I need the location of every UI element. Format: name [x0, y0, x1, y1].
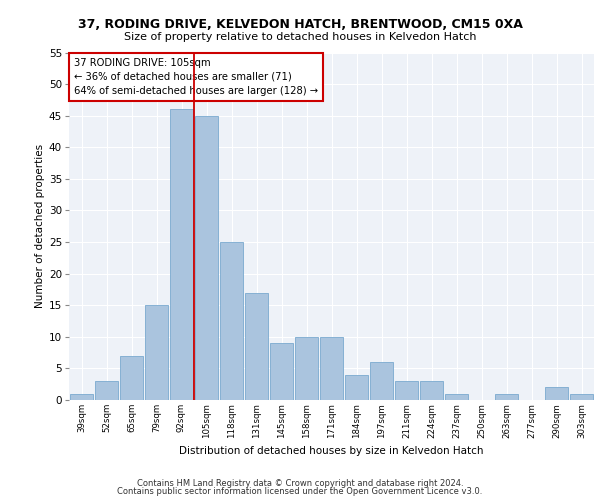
Bar [344, 374, 368, 400]
Bar [220, 242, 244, 400]
Text: Contains public sector information licensed under the Open Government Licence v3: Contains public sector information licen… [118, 487, 482, 496]
Text: Size of property relative to detached houses in Kelvedon Hatch: Size of property relative to detached ho… [124, 32, 476, 42]
Bar [194, 116, 218, 400]
Bar [569, 394, 593, 400]
Bar [269, 343, 293, 400]
Text: 37 RODING DRIVE: 105sqm
← 36% of detached houses are smaller (71)
64% of semi-de: 37 RODING DRIVE: 105sqm ← 36% of detache… [74, 58, 319, 96]
Y-axis label: Number of detached properties: Number of detached properties [35, 144, 44, 308]
Bar [95, 381, 118, 400]
Bar [419, 381, 443, 400]
Bar [370, 362, 394, 400]
X-axis label: Distribution of detached houses by size in Kelvedon Hatch: Distribution of detached houses by size … [179, 446, 484, 456]
Bar [70, 394, 94, 400]
Bar [295, 337, 319, 400]
Bar [545, 388, 568, 400]
Text: 37, RODING DRIVE, KELVEDON HATCH, BRENTWOOD, CM15 0XA: 37, RODING DRIVE, KELVEDON HATCH, BRENTW… [77, 18, 523, 30]
Bar [119, 356, 143, 400]
Bar [494, 394, 518, 400]
Bar [145, 305, 169, 400]
Bar [395, 381, 418, 400]
Bar [170, 110, 193, 400]
Text: Contains HM Land Registry data © Crown copyright and database right 2024.: Contains HM Land Registry data © Crown c… [137, 478, 463, 488]
Bar [445, 394, 469, 400]
Bar [320, 337, 343, 400]
Bar [245, 292, 268, 400]
